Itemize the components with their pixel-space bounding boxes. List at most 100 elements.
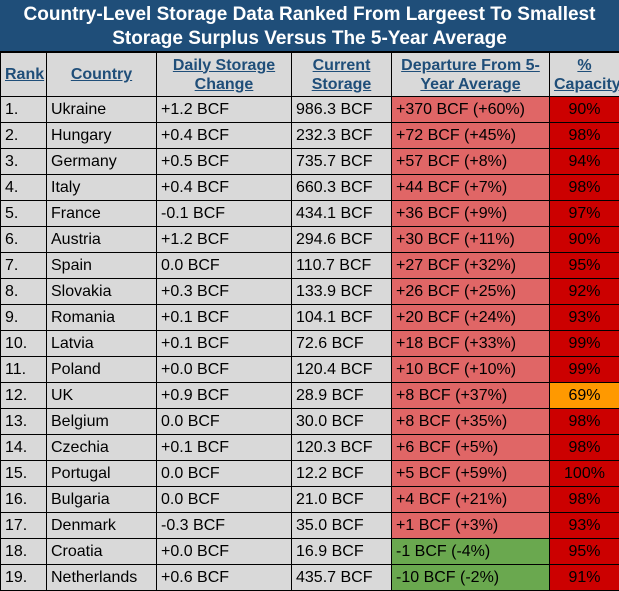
country-cell: Austria (47, 227, 157, 253)
departure-cell: +370 BCF (+60%) (392, 97, 550, 123)
rank-cell: 4. (1, 175, 47, 201)
rank-cell: 15. (1, 461, 47, 487)
departure-cell: +5 BCF (+59%) (392, 461, 550, 487)
capacity-cell: 98% (550, 435, 619, 461)
daily-change-cell: +0.4 BCF (157, 123, 292, 149)
current-storage-cell: 16.9 BCF (292, 539, 392, 565)
capacity-cell: 98% (550, 409, 619, 435)
daily-change-cell: -0.3 BCF (157, 513, 292, 539)
departure-cell: +30 BCF (+11%) (392, 227, 550, 253)
departure-cell: +57 BCF (+8%) (392, 149, 550, 175)
country-cell: Germany (47, 149, 157, 175)
departure-cell: +10 BCF (+10%) (392, 357, 550, 383)
current-storage-cell: 120.3 BCF (292, 435, 392, 461)
departure-cell: +72 BCF (+45%) (392, 123, 550, 149)
rank-cell: 19. (1, 565, 47, 591)
rank-cell: 13. (1, 409, 47, 435)
daily-change-cell: +0.1 BCF (157, 305, 292, 331)
current-storage-cell: 21.0 BCF (292, 487, 392, 513)
daily-change-cell: 0.0 BCF (157, 487, 292, 513)
country-cell: Italy (47, 175, 157, 201)
header-row: Rank Country Daily Storage Change Curren… (1, 53, 619, 97)
current-storage-cell: 232.3 BCF (292, 123, 392, 149)
country-cell: Poland (47, 357, 157, 383)
rank-cell: 14. (1, 435, 47, 461)
rank-cell: 8. (1, 279, 47, 305)
daily-change-cell: 0.0 BCF (157, 461, 292, 487)
capacity-cell: 98% (550, 123, 619, 149)
departure-cell: +4 BCF (+21%) (392, 487, 550, 513)
current-storage-cell: 120.4 BCF (292, 357, 392, 383)
capacity-cell: 95% (550, 253, 619, 279)
departure-cell: -1 BCF (-4%) (392, 539, 550, 565)
departure-cell: +6 BCF (+5%) (392, 435, 550, 461)
daily-change-cell: +0.4 BCF (157, 175, 292, 201)
departure-cell: -10 BCF (-2%) (392, 565, 550, 591)
header-current-storage: Current Storage (292, 53, 392, 97)
country-cell: Denmark (47, 513, 157, 539)
current-storage-cell: 104.1 BCF (292, 305, 392, 331)
country-cell: Bulgaria (47, 487, 157, 513)
current-storage-cell: 660.3 BCF (292, 175, 392, 201)
country-cell: Romania (47, 305, 157, 331)
rank-cell: 2. (1, 123, 47, 149)
capacity-cell: 99% (550, 357, 619, 383)
capacity-cell: 69% (550, 383, 619, 409)
daily-change-cell: -0.1 BCF (157, 201, 292, 227)
current-storage-cell: 110.7 BCF (292, 253, 392, 279)
capacity-cell: 94% (550, 149, 619, 175)
header-departure: Departure From 5-Year Average (392, 53, 550, 97)
rank-cell: 10. (1, 331, 47, 357)
rank-cell: 1. (1, 97, 47, 123)
current-storage-cell: 28.9 BCF (292, 383, 392, 409)
daily-change-cell: +0.5 BCF (157, 149, 292, 175)
current-storage-cell: 133.9 BCF (292, 279, 392, 305)
departure-cell: +27 BCF (+32%) (392, 253, 550, 279)
header-country: Country (47, 53, 157, 97)
header-capacity: % Capacity (550, 53, 619, 97)
country-cell: UK (47, 383, 157, 409)
daily-change-cell: +0.3 BCF (157, 279, 292, 305)
header-daily-change: Daily Storage Change (157, 53, 292, 97)
rank-cell: 5. (1, 201, 47, 227)
capacity-cell: 98% (550, 487, 619, 513)
capacity-cell: 99% (550, 331, 619, 357)
rank-cell: 16. (1, 487, 47, 513)
title-line-2: Storage Surplus Versus The 5-Year Averag… (0, 27, 619, 51)
current-storage-cell: 35.0 BCF (292, 513, 392, 539)
capacity-cell: 90% (550, 227, 619, 253)
capacity-cell: 92% (550, 279, 619, 305)
current-storage-cell: 435.7 BCF (292, 565, 392, 591)
capacity-cell: 97% (550, 201, 619, 227)
country-cell: Slovakia (47, 279, 157, 305)
country-cell: Ukraine (47, 97, 157, 123)
storage-table: Rank Country Daily Storage Change Curren… (0, 52, 619, 591)
rank-cell: 6. (1, 227, 47, 253)
departure-cell: +36 BCF (+9%) (392, 201, 550, 227)
title-line-1: Country-Level Storage Data Ranked From L… (0, 3, 619, 27)
table-title: Country-Level Storage Data Ranked From L… (0, 0, 619, 52)
country-cell: Czechia (47, 435, 157, 461)
daily-change-cell: 0.0 BCF (157, 253, 292, 279)
departure-cell: +8 BCF (+37%) (392, 383, 550, 409)
capacity-cell: 100% (550, 461, 619, 487)
current-storage-cell: 434.1 BCF (292, 201, 392, 227)
daily-change-cell: +0.1 BCF (157, 331, 292, 357)
daily-change-cell: +0.1 BCF (157, 435, 292, 461)
departure-cell: +18 BCF (+33%) (392, 331, 550, 357)
country-cell: Hungary (47, 123, 157, 149)
rank-cell: 3. (1, 149, 47, 175)
country-cell: France (47, 201, 157, 227)
